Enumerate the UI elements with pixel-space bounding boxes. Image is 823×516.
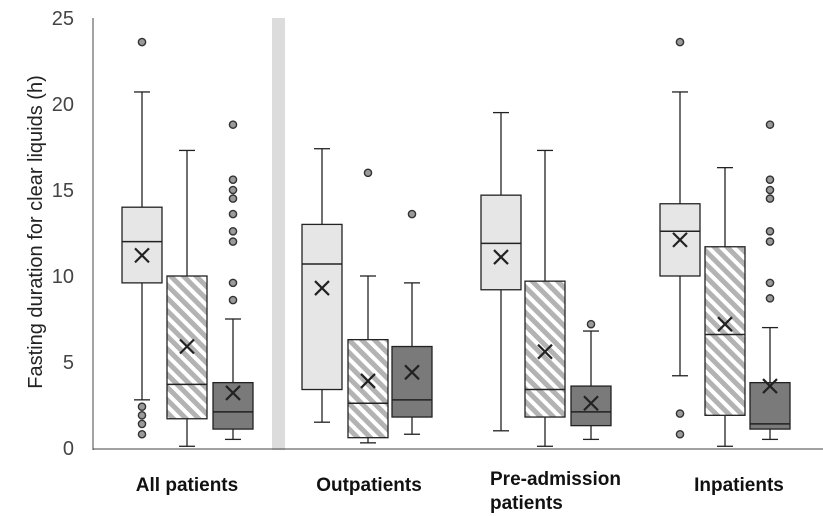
mean-marker	[225, 385, 241, 401]
box-iqr	[749, 381, 791, 430]
mean-marker-stroke	[717, 316, 733, 332]
outlier-point	[765, 120, 775, 129]
group-label-line: Pre-admission	[490, 469, 621, 490]
box-group	[480, 111, 612, 447]
box-dark	[749, 120, 791, 441]
y-axis-label: Fasting duration for clear liquids (h)	[25, 75, 47, 388]
group-label-line: All patients	[136, 475, 238, 496]
mean-marker-stroke	[493, 249, 509, 265]
mean-marker-stroke	[360, 373, 376, 389]
mean-marker	[360, 373, 376, 389]
box-hatched	[347, 168, 389, 444]
box-iqr	[212, 381, 254, 430]
box-iqr	[347, 338, 389, 439]
box-light	[121, 37, 163, 439]
outlier-point	[363, 168, 373, 178]
outlier-point	[228, 237, 238, 246]
mean-marker-stroke	[314, 280, 330, 296]
outlier-point	[137, 419, 147, 429]
box-dark	[570, 319, 612, 441]
outlier-point	[675, 37, 685, 47]
box-iqr	[704, 246, 746, 416]
mean-marker	[179, 338, 195, 355]
outlier-point	[586, 319, 596, 329]
box-group	[121, 37, 254, 447]
outlier-point	[228, 194, 238, 203]
mean-marker	[717, 316, 733, 332]
group-label: Inpatients	[694, 475, 784, 496]
outlier-point	[407, 209, 417, 219]
outlier-point	[765, 175, 775, 184]
box-iqr	[391, 345, 433, 418]
outlier-point	[228, 209, 238, 219]
y-tick-label: 20	[52, 94, 74, 116]
box-hatched	[524, 149, 566, 447]
outlier-point	[137, 429, 147, 439]
box-hatched	[704, 166, 746, 447]
box-iqr	[121, 206, 163, 284]
group-label: All patients	[136, 475, 238, 496]
mean-marker-stroke	[225, 385, 241, 401]
y-tick-label: 25	[52, 8, 74, 30]
box-light	[480, 111, 522, 432]
outlier-point	[765, 194, 775, 203]
mean-marker	[537, 343, 553, 360]
outlier-point	[228, 295, 238, 305]
y-tick-label: 0	[63, 438, 74, 460]
mean-marker-stroke	[134, 247, 150, 264]
mean-marker-stroke	[583, 395, 599, 412]
box-dark	[391, 209, 433, 435]
outlier-point	[137, 37, 147, 47]
mean-marker	[672, 232, 688, 248]
group-label: Outpatients	[316, 475, 422, 496]
y-tick-label: 5	[63, 352, 74, 374]
box-iqr	[570, 385, 612, 427]
y-tick-label: 10	[52, 266, 74, 288]
mean-marker-stroke	[762, 378, 778, 394]
outlier-point	[228, 120, 238, 129]
mean-marker	[314, 280, 330, 296]
mean-marker-stroke	[537, 343, 553, 360]
mean-marker	[134, 247, 150, 264]
mean-marker	[583, 395, 599, 412]
outlier-point	[228, 175, 238, 184]
group-label-line: Inpatients	[694, 475, 784, 496]
mean-marker	[404, 364, 420, 381]
mean-marker	[762, 378, 778, 394]
group-label-line: Outpatients	[316, 475, 422, 496]
outlier-point	[137, 411, 147, 420]
outlier-point	[765, 294, 775, 303]
outlier-point	[228, 278, 238, 288]
box-group	[659, 37, 791, 447]
group-label-line: patients	[490, 493, 563, 514]
outlier-point	[765, 185, 775, 195]
box-iqr	[524, 280, 566, 418]
outlier-point	[228, 226, 238, 236]
box-dark	[212, 120, 254, 441]
outlier-point	[765, 226, 775, 236]
box-iqr	[301, 223, 343, 391]
outlier-point	[675, 409, 685, 418]
group-label: Pre-admission patients	[490, 469, 621, 514]
outlier-point	[765, 237, 775, 246]
box-group	[301, 148, 433, 444]
box-light	[659, 37, 701, 439]
outlier-point	[137, 402, 147, 412]
y-tick-label: 15	[52, 180, 74, 202]
outlier-point	[228, 185, 238, 195]
box-light	[301, 148, 343, 423]
group-separator	[272, 18, 285, 450]
outlier-point	[765, 278, 775, 288]
mean-marker-stroke	[179, 338, 195, 355]
box-iqr	[480, 194, 522, 291]
outlier-point	[675, 429, 685, 439]
mean-marker-stroke	[672, 232, 688, 248]
mean-marker	[493, 249, 509, 265]
mean-marker-stroke	[404, 364, 420, 381]
box-hatched	[166, 149, 208, 447]
